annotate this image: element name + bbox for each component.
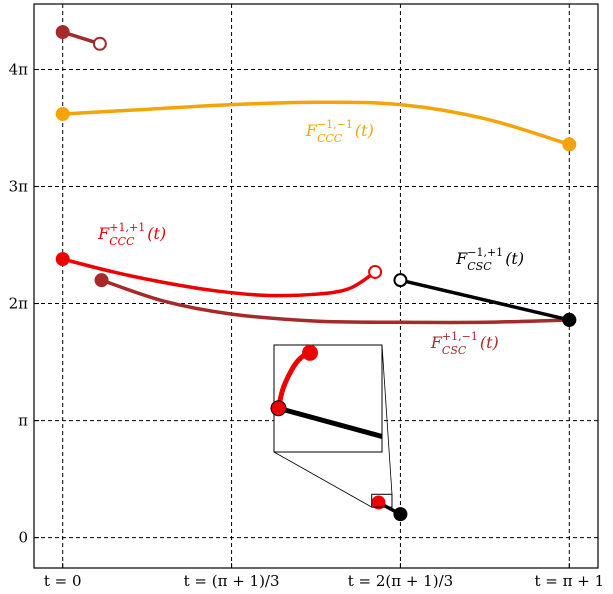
x-tick-label: t = 0 (44, 572, 82, 590)
series-start-point-0 (55, 106, 70, 121)
series-end-point-1 (368, 264, 383, 279)
series-end-point-0 (562, 137, 577, 152)
zoom-inset (270, 344, 393, 508)
curve-label-0: F−1,−1 CCC (t) (305, 118, 374, 145)
series-start-point-5 (371, 495, 386, 510)
series-end-point-5 (393, 507, 408, 522)
x-tick-label: t = 2(π + 1)/3 (348, 572, 453, 590)
zoom-source-box (371, 493, 393, 508)
series-start-point-4 (55, 25, 70, 40)
series-start-point-3 (393, 273, 408, 288)
series-line-2 (99, 278, 572, 325)
y-tick-label: 4π (9, 61, 29, 79)
inset-connector-right (381, 344, 393, 495)
y-tick-label: 3π (9, 178, 29, 196)
series-line-0 (60, 100, 572, 147)
markers-layer (55, 25, 577, 522)
inset-black-curve (277, 405, 383, 439)
series-line-3 (398, 278, 572, 322)
curve-labels: F−1,−1 CCC (t) F+1,+1 CCC (t) F+1,−1 CSC (t) F−1,… (97, 118, 524, 357)
x-tick-label: t = π + 1 (534, 572, 604, 590)
series-end-point-3 (562, 312, 577, 327)
series-end-point-4 (92, 36, 107, 51)
y-tick-label: 2π (9, 295, 29, 313)
series-start-point-2 (94, 273, 109, 288)
curves-layer (60, 30, 572, 516)
series-start-point-1 (55, 252, 70, 267)
inset-red-point-start (271, 401, 286, 416)
inset-connector-left (273, 451, 372, 508)
x-tick-label: t = (π + 1)/3 (184, 572, 280, 590)
curve-label-3: F−1,+1 CSC (t) (455, 246, 524, 273)
y-tick-label: π (18, 412, 28, 430)
curve-label-1: F+1,+1 CCC (t) (97, 221, 166, 248)
inset-frame (273, 344, 383, 453)
curve-label-2: F+1,−1 CSC (t) (430, 330, 499, 357)
tick-labels: t = 0 t = (π + 1)/3 t = 2(π + 1)/3 t = π + … (9, 61, 605, 590)
inset-red-point-end (302, 344, 318, 361)
y-tick-label: 0 (18, 529, 28, 547)
plot-background (34, 4, 598, 568)
series-line-1 (60, 257, 377, 298)
plot-frame (33, 3, 599, 569)
